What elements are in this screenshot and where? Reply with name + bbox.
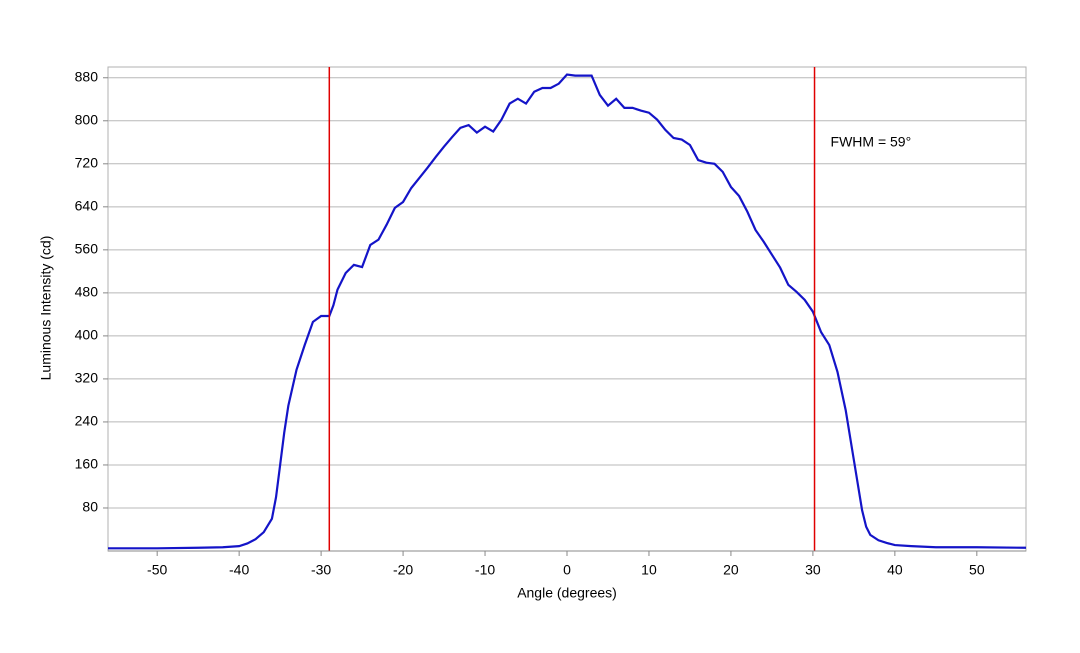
x-tick-label: -40 (229, 562, 249, 578)
x-tick-label: -20 (393, 562, 413, 578)
x-tick-label: -10 (475, 562, 495, 578)
x-tick-label: 40 (887, 562, 903, 578)
annotation: FWHM = 59° (831, 134, 912, 150)
x-tick-label: -50 (147, 562, 167, 578)
y-tick-label: 80 (82, 499, 98, 515)
y-tick-label: 400 (75, 327, 99, 343)
plot-area (107, 66, 1027, 552)
y-tick-label: 560 (75, 241, 99, 257)
x-tick-label: 30 (805, 562, 821, 578)
x-tick-label: 0 (563, 562, 571, 578)
y-axis-label: Luminous Intensity (cd) (38, 236, 54, 381)
y-tick-label: 320 (75, 370, 99, 386)
x-tick-label: 50 (969, 562, 985, 578)
x-tick-label: 10 (641, 562, 657, 578)
y-tick-label: 240 (75, 413, 99, 429)
data-line (108, 73, 1027, 550)
x-axis-label: Angle (degrees) (517, 585, 617, 601)
y-tick-label: 640 (75, 198, 99, 214)
x-tick-label: -30 (311, 562, 331, 578)
y-tick-label: 480 (75, 284, 99, 300)
y-tick-label: 800 (75, 111, 99, 127)
x-tick-label: 20 (723, 562, 739, 578)
y-tick-label: 880 (75, 68, 99, 84)
y-tick-label: 720 (75, 155, 99, 171)
y-tick-label: 160 (75, 456, 99, 472)
